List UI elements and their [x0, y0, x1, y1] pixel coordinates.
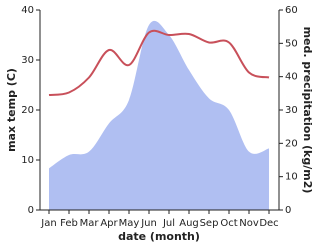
- x-tick-label: Apr: [100, 218, 118, 229]
- y2-tick-label: 30: [285, 105, 298, 116]
- x-tick-label: Mar: [80, 218, 100, 229]
- y-axis-label: max temp (C): [5, 68, 18, 152]
- y2-tick-label: 20: [285, 138, 298, 149]
- y2-axis-label: med. precipitation (kg/m2): [301, 27, 314, 194]
- x-tick-label: Jun: [140, 218, 157, 229]
- x-tick-label: Sep: [200, 218, 219, 229]
- y2-tick-label: 0: [285, 205, 291, 216]
- y-tick-label: 40: [21, 5, 34, 16]
- y2-tick-label: 60: [285, 5, 298, 16]
- y2-tick-label: 50: [285, 38, 298, 49]
- x-tick-label: Aug: [179, 218, 199, 229]
- x-tick-label: Oct: [220, 218, 237, 229]
- x-tick-label: Feb: [60, 218, 78, 229]
- x-axis-label: date (month): [118, 230, 200, 243]
- x-tick-label: Dec: [259, 218, 278, 229]
- temp-line: [48, 29, 270, 96]
- y2-tick-label: 10: [285, 172, 298, 183]
- precipitation-area: [49, 20, 269, 210]
- x-tick-label: Jul: [162, 218, 175, 229]
- y2-tick-label: 40: [285, 72, 298, 83]
- x-tick-label: May: [119, 218, 140, 229]
- x-tick-label: Jan: [40, 218, 56, 229]
- x-tick-label: Nov: [239, 218, 259, 229]
- y-tick-label: 30: [21, 55, 34, 66]
- y-tick-label: 10: [21, 155, 34, 166]
- y-tick-label: 20: [21, 105, 34, 116]
- y-tick-label: 0: [28, 205, 34, 216]
- chart: date (month) max temp (C) med. precipita…: [5, 5, 314, 243]
